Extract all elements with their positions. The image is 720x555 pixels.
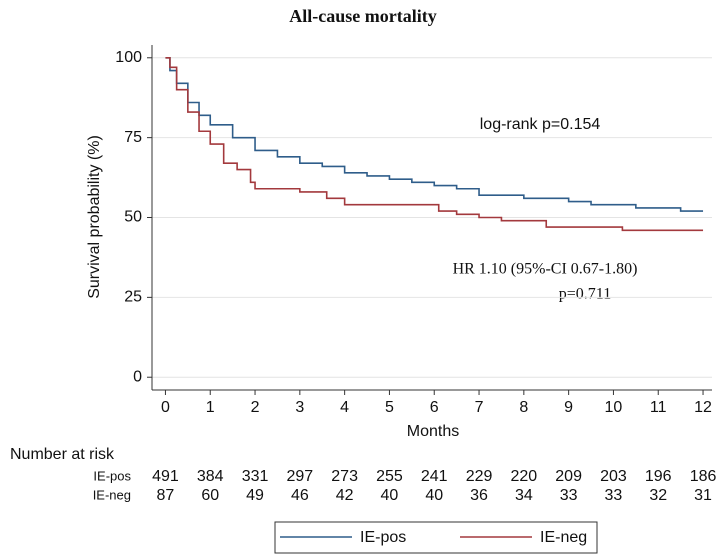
risk-count: 60 (201, 487, 219, 504)
x-tick-label: 7 (475, 399, 484, 416)
risk-count: 42 (336, 487, 354, 504)
risk-table-title: Number at risk (10, 446, 115, 463)
y-tick-label: 75 (124, 129, 142, 146)
chart-title: All-cause mortality (289, 6, 436, 26)
annotation: p=0.711 (559, 286, 611, 303)
risk-count: 384 (197, 468, 224, 485)
risk-count: 186 (690, 468, 717, 485)
risk-count: 36 (470, 487, 488, 504)
annotation: HR 1.10 (95%-CI 0.67-1.80) (453, 261, 638, 278)
x-tick-label: 4 (340, 399, 349, 416)
risk-count: 331 (242, 468, 269, 485)
risk-count: 31 (694, 487, 712, 504)
risk-count: 203 (600, 468, 627, 485)
x-tick-label: 3 (295, 399, 304, 416)
risk-row-label: IE-pos (93, 468, 131, 483)
risk-count: 491 (152, 468, 179, 485)
survival-curve (165, 56, 704, 212)
x-tick-label: 9 (564, 399, 573, 416)
survival-curve (165, 56, 704, 232)
risk-count: 33 (560, 487, 578, 504)
x-axis-label: Months (407, 423, 459, 440)
risk-count: 241 (421, 468, 448, 485)
legend-label: IE-pos (360, 529, 406, 546)
risk-count: 255 (376, 468, 403, 485)
risk-row-label: IE-neg (93, 487, 131, 502)
x-tick-label: 2 (251, 399, 260, 416)
legend-box (274, 521, 598, 554)
legend-label: IE-neg (540, 529, 587, 546)
x-tick-label: 10 (605, 399, 623, 416)
x-tick-label: 8 (519, 399, 528, 416)
risk-count: 196 (645, 468, 672, 485)
risk-count: 32 (649, 487, 667, 504)
annotation: log-rank p=0.154 (480, 116, 601, 133)
x-tick-label: 5 (385, 399, 394, 416)
risk-count: 34 (515, 487, 533, 504)
risk-count: 297 (286, 468, 313, 485)
risk-count: 46 (291, 487, 309, 504)
y-tick-label: 0 (133, 368, 142, 385)
y-tick-label: 100 (115, 49, 142, 66)
y-tick-label: 50 (124, 209, 142, 226)
risk-count: 87 (157, 487, 175, 504)
x-tick-label: 6 (430, 399, 439, 416)
risk-count: 220 (510, 468, 537, 485)
risk-count: 40 (425, 487, 443, 504)
risk-count: 229 (466, 468, 493, 485)
risk-count: 273 (331, 468, 358, 485)
risk-count: 40 (381, 487, 399, 504)
y-tick-label: 25 (124, 289, 142, 306)
x-tick-label: 11 (650, 399, 667, 416)
y-axis-label: Survival probability (%) (86, 135, 103, 299)
x-tick-label: 0 (161, 399, 170, 416)
risk-count: 209 (555, 468, 582, 485)
x-tick-label: 12 (694, 399, 712, 416)
risk-count: 49 (246, 487, 264, 504)
x-tick-label: 1 (206, 399, 215, 416)
risk-count: 33 (605, 487, 623, 504)
